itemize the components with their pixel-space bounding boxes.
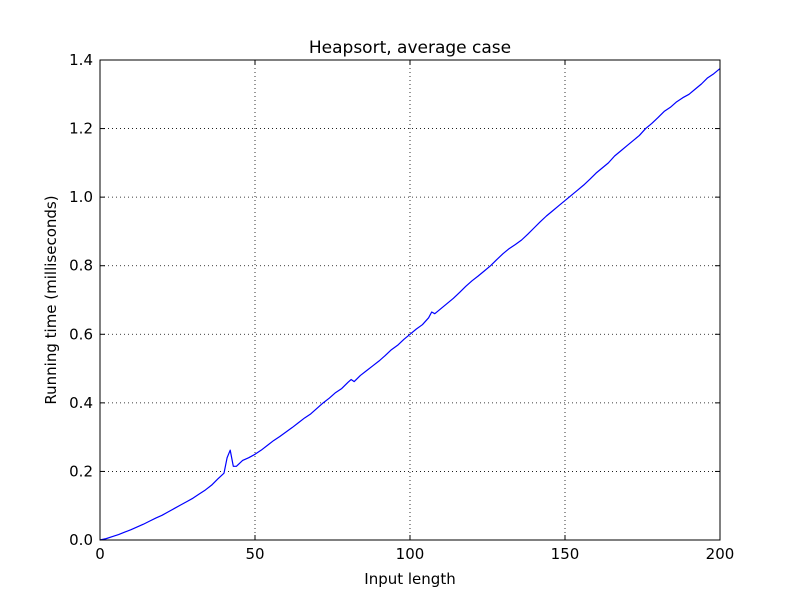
- y-tick-label: 0.0: [69, 531, 93, 549]
- y-tick-label: 1.4: [69, 51, 93, 69]
- y-tick-label: 0.4: [69, 394, 93, 412]
- x-tick-label: 100: [396, 545, 425, 563]
- chart-title: Heapsort, average case: [309, 38, 511, 58]
- x-tick-label: 50: [245, 545, 264, 563]
- y-tick-label: 0.6: [69, 325, 93, 343]
- y-tick-label: 0.2: [69, 462, 93, 480]
- x-tick-label: 200: [706, 545, 735, 563]
- plot-frame: [99, 59, 721, 541]
- x-tick-label: 0: [95, 545, 105, 563]
- x-axis-label: Input length: [364, 570, 455, 588]
- x-tick-label: 150: [551, 545, 580, 563]
- y-tick-label: 1.2: [69, 120, 93, 138]
- grid-lines: [100, 60, 720, 540]
- y-tick-label: 1.0: [69, 188, 93, 206]
- y-axis-label: Running time (milliseconds): [42, 195, 60, 404]
- series-line: [99, 68, 721, 541]
- y-tick-label: 0.8: [69, 257, 93, 275]
- tick-labels: 0 50 100 150 200 0.0 0.2 0.4 0.6 0.8 1.0 1.2 1.4: [69, 51, 734, 563]
